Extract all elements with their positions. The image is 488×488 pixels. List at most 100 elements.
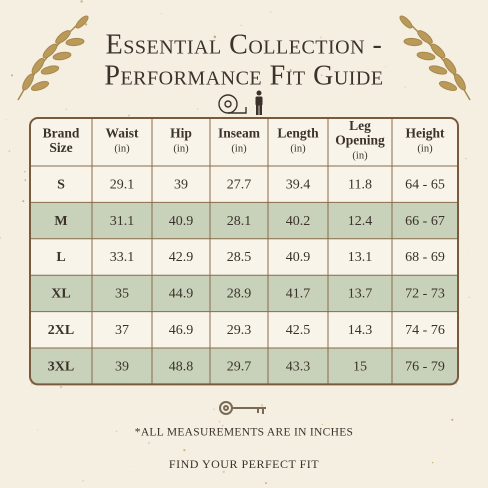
speckle — [265, 482, 267, 485]
cell: 15 — [353, 359, 367, 374]
speckle — [465, 157, 467, 160]
person-icon — [255, 90, 263, 115]
cell: M — [54, 214, 67, 229]
tape-icon — [218, 94, 247, 114]
cell: 48.8 — [169, 359, 194, 374]
cell: 40.9 — [286, 250, 311, 265]
cell: L — [56, 250, 65, 265]
speckle — [6, 119, 8, 121]
speckle — [327, 76, 329, 78]
table-frame — [29, 117, 459, 386]
speckle — [59, 385, 63, 389]
row-band — [31, 202, 457, 239]
cell: 28.9 — [227, 287, 252, 302]
cell: 42.5 — [286, 323, 311, 338]
speckle — [213, 35, 217, 39]
cell: 44.9 — [169, 287, 194, 302]
cell: 28.5 — [227, 250, 252, 265]
column-header: Size — [49, 140, 72, 155]
column-header: Waist — [105, 126, 139, 141]
speckle — [404, 86, 406, 88]
speckle — [196, 108, 199, 110]
row-band — [31, 275, 457, 312]
speckle — [65, 108, 68, 111]
speckle — [127, 114, 130, 117]
speckle — [289, 68, 292, 71]
column-unit: (in) — [231, 143, 247, 154]
speckle — [80, 0, 83, 3]
speckle — [183, 449, 186, 452]
cell: 37 — [115, 323, 129, 338]
cell: 29.7 — [227, 359, 252, 374]
speckle — [301, 48, 303, 50]
cell: 43.3 — [286, 359, 311, 374]
speckle — [260, 404, 264, 407]
cell: 39.4 — [286, 177, 311, 192]
column-unit: (in) — [173, 143, 189, 154]
column-unit: (in) — [290, 143, 306, 154]
cell: 41.7 — [286, 287, 311, 302]
speckle — [160, 12, 162, 14]
cell: 40.9 — [169, 214, 194, 229]
cell: 11.8 — [348, 177, 372, 192]
cell: 74 - 76 — [405, 323, 445, 338]
tagline: FIND YOUR PERFECT FIT — [169, 457, 319, 471]
column-unit: (in) — [114, 143, 130, 154]
speckle — [129, 466, 131, 468]
speckle — [319, 36, 322, 39]
speckle — [37, 429, 39, 431]
cell: 27.7 — [227, 177, 252, 192]
cell: XL — [51, 287, 70, 302]
cell: 14.3 — [348, 323, 373, 338]
speckle — [320, 74, 323, 77]
column-unit: (in) — [417, 143, 433, 154]
column-header: Brand — [43, 126, 80, 141]
speckle — [22, 200, 25, 203]
cell: 46.9 — [169, 323, 194, 338]
cell: 2XL — [48, 323, 74, 338]
speckle — [222, 470, 225, 474]
row-band — [31, 348, 457, 385]
speckle — [224, 75, 227, 78]
cell: 66 - 67 — [405, 214, 445, 229]
speckle — [8, 150, 11, 153]
cell: 68 - 69 — [405, 250, 445, 265]
cell: 33.1 — [110, 250, 135, 265]
column-header: Opening — [335, 133, 385, 148]
speckle — [82, 480, 84, 482]
cell: 3XL — [48, 359, 74, 374]
speckle — [269, 11, 272, 13]
table: S 29.1 39 27.7 39.4 11.8 64 - 65 M 31.1 40.9 28.1 4… — [29, 117, 459, 386]
column-header: Inseam — [218, 126, 261, 141]
cell: 13.7 — [348, 287, 373, 302]
cell: 12.4 — [348, 214, 373, 229]
speckle — [468, 296, 470, 298]
cell: S — [57, 177, 65, 192]
cell: 29.1 — [110, 177, 135, 192]
cell: 76 - 79 — [405, 359, 445, 374]
speckle — [218, 420, 221, 423]
speckle — [24, 170, 26, 173]
speckle — [221, 424, 224, 427]
column-header: Leg — [349, 118, 371, 133]
title-line: Performance Fit Guide — [104, 60, 383, 91]
speckle — [148, 442, 150, 444]
speckle — [432, 461, 434, 464]
column-header: Hip — [170, 126, 192, 141]
speckle — [451, 418, 454, 421]
speckle — [0, 236, 1, 239]
cell: 39 — [115, 359, 129, 374]
speckle — [10, 74, 13, 77]
column-unit: (in) — [352, 150, 368, 161]
cell: 72 - 73 — [405, 287, 445, 302]
speckle — [321, 423, 323, 425]
column-header: Length — [277, 126, 319, 141]
speckle — [240, 24, 242, 27]
cell: 64 - 65 — [405, 177, 445, 192]
key-icon — [219, 401, 266, 415]
speckle — [115, 430, 118, 433]
cell: 40.2 — [286, 214, 311, 229]
speckle — [303, 41, 306, 43]
cell: 31.1 — [110, 214, 135, 229]
